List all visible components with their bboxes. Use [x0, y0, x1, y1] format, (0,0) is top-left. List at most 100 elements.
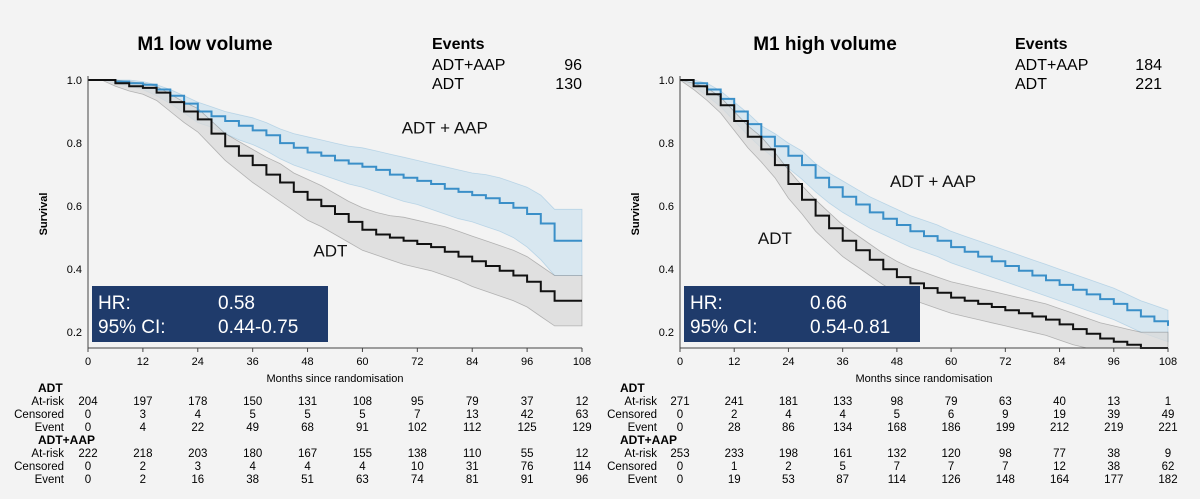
risk-cell: 186	[942, 422, 961, 434]
y-axis-label: Survival	[38, 193, 50, 236]
risk-cell: 132	[887, 448, 906, 460]
risk-cell: 12	[576, 448, 589, 460]
risk-cell: 91	[521, 474, 534, 486]
risk-cell: 38	[1107, 448, 1120, 460]
risk-cell: 102	[408, 422, 427, 434]
risk-cell: 167	[298, 448, 317, 460]
y-tick-label: 0.4	[659, 264, 674, 276]
x-tick-label: 24	[782, 356, 794, 368]
risk-group-name: ADT+AAP	[620, 433, 677, 447]
x-tick-label: 60	[356, 356, 368, 368]
y-tick-label: 0.8	[67, 138, 82, 150]
x-tick-label: 24	[192, 356, 204, 368]
risk-cell: 9	[1165, 448, 1171, 460]
risk-cell: 177	[1104, 474, 1123, 486]
risk-cell: 164	[1050, 474, 1070, 486]
risk-cell: 7	[414, 409, 420, 421]
series-label: ADT + AAP	[402, 119, 488, 138]
risk-cell: 112	[463, 422, 481, 434]
risk-cell: 3	[195, 461, 201, 473]
risk-cell: 38	[246, 474, 259, 486]
risk-cell: 150	[243, 396, 262, 408]
x-tick-label: 84	[466, 356, 478, 368]
y-tick-label: 0.4	[67, 264, 82, 276]
risk-cell: 77	[1053, 448, 1066, 460]
risk-cell: 98	[999, 448, 1012, 460]
risk-cell: 212	[1050, 422, 1069, 434]
risk-cell: 2	[140, 461, 146, 473]
risk-cell: 129	[572, 422, 591, 434]
risk-cell: 49	[246, 422, 259, 434]
risk-cell: 13	[1107, 396, 1120, 408]
x-tick-label: 12	[728, 356, 740, 368]
risk-cell: 114	[573, 461, 592, 473]
risk-cell: 0	[677, 461, 683, 473]
survival-line-1	[88, 79, 582, 302]
events-value: 184	[1135, 57, 1162, 74]
risk-cell: 218	[133, 448, 152, 460]
risk-cell: 133	[833, 396, 852, 408]
hr-label: HR:	[98, 293, 131, 314]
risk-cell: 253	[670, 448, 689, 460]
risk-cell: 161	[833, 448, 852, 460]
risk-cell: 31	[466, 461, 479, 473]
risk-cell: 219	[1104, 422, 1123, 434]
y-tick-label: 0.2	[659, 327, 674, 339]
risk-cell: 22	[191, 422, 204, 434]
risk-row-label: Event	[628, 422, 658, 434]
x-tick-label: 36	[247, 356, 259, 368]
y-tick-label: 0.8	[659, 138, 674, 150]
y-tick-label: 1.0	[67, 75, 82, 87]
events-label: ADT+AAP	[1015, 57, 1088, 74]
risk-cell: 181	[779, 396, 798, 408]
events-label: ADT+AAP	[432, 57, 505, 74]
y-tick-label: 1.0	[659, 75, 674, 87]
ci-label: 95% CI:	[690, 317, 758, 338]
x-tick-label: 72	[411, 356, 423, 368]
risk-cell: 49	[1162, 409, 1175, 421]
risk-cell: 12	[576, 396, 589, 408]
risk-cell: 3	[140, 409, 146, 421]
risk-cell: 221	[1158, 422, 1177, 434]
survival-line-1	[680, 79, 1168, 349]
series-label: ADT	[313, 242, 347, 261]
x-tick-label: 84	[1053, 356, 1065, 368]
risk-cell: 0	[85, 422, 91, 434]
x-axis-label: Months since randomisation	[267, 373, 404, 385]
risk-group-name: ADT+AAP	[38, 433, 95, 447]
risk-cell: 138	[408, 448, 427, 460]
risk-cell: 4	[195, 409, 202, 421]
hr-value: 0.58	[218, 293, 255, 314]
risk-cell: 5	[839, 461, 845, 473]
events-label: ADT	[432, 76, 464, 93]
risk-cell: 37	[521, 396, 534, 408]
risk-cell: 7	[894, 461, 900, 473]
risk-cell: 63	[356, 474, 369, 486]
risk-row-label: Event	[35, 474, 65, 486]
risk-cell: 5	[249, 409, 255, 421]
risk-cell: 63	[576, 409, 589, 421]
x-tick-label: 96	[1108, 356, 1120, 368]
events-value: 96	[564, 57, 582, 74]
risk-cell: 114	[888, 474, 907, 486]
risk-cell: 62	[1162, 461, 1175, 473]
x-tick-label: 72	[999, 356, 1011, 368]
risk-cell: 0	[677, 474, 683, 486]
ci-band-0	[88, 79, 583, 276]
risk-cell: 5	[304, 409, 310, 421]
risk-cell: 4	[249, 461, 256, 473]
risk-cell: 2	[731, 409, 737, 421]
hr-value: 0.66	[810, 293, 847, 314]
risk-cell: 55	[521, 448, 534, 460]
risk-cell: 241	[725, 396, 744, 408]
series-label: ADT	[758, 229, 792, 248]
risk-cell: 4	[785, 409, 792, 421]
x-tick-label: 0	[85, 356, 91, 368]
risk-cell: 5	[894, 409, 900, 421]
risk-cell: 204	[78, 396, 98, 408]
risk-row-label: Censored	[607, 409, 657, 421]
risk-cell: 134	[833, 422, 853, 434]
risk-row-label: Censored	[14, 461, 64, 473]
risk-cell: 86	[782, 422, 795, 434]
hr-label: HR:	[690, 293, 723, 314]
